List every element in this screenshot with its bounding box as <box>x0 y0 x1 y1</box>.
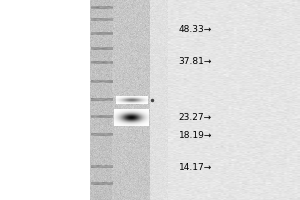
Text: 48.33→: 48.33→ <box>178 25 212 34</box>
Text: 18.19→: 18.19→ <box>178 131 212 140</box>
Text: 14.17→: 14.17→ <box>178 162 212 171</box>
Text: 37.81→: 37.81→ <box>178 58 212 66</box>
Text: 23.27→: 23.27→ <box>178 112 212 121</box>
Bar <box>0 0 90 200</box>
